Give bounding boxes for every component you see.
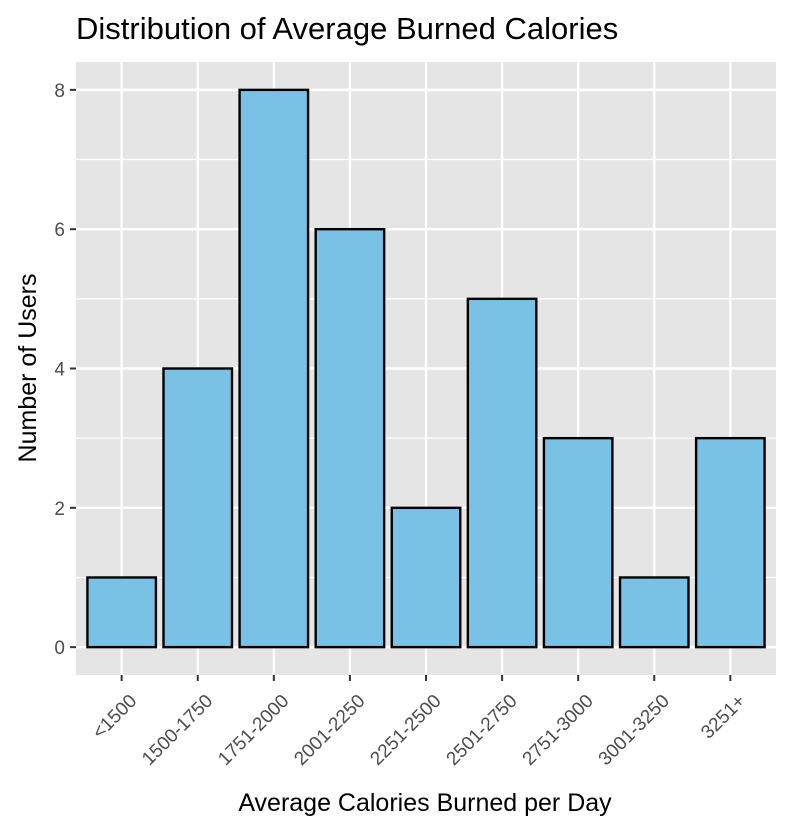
x-tick-label: 2251-2500 [366, 691, 445, 770]
y-tick-label: 2 [54, 499, 65, 520]
x-axis: <15001500-17501751-20002001-22502251-250… [89, 675, 750, 770]
y-tick-label: 0 [54, 638, 65, 659]
x-tick-label: 2501-2750 [443, 691, 522, 770]
bar [86, 576, 158, 649]
bar [390, 506, 462, 649]
y-tick-label: 6 [54, 220, 65, 241]
y-axis: 0 2 4 6 8 [54, 81, 76, 659]
y-tick-label: 4 [54, 360, 65, 381]
x-tick-label: 2001-2250 [290, 691, 369, 770]
bars [86, 88, 766, 649]
x-tick-label: 1500-1750 [138, 691, 217, 770]
bar [694, 436, 766, 649]
y-tick-label: 8 [54, 81, 65, 102]
x-tick-label: 1751-2000 [214, 691, 293, 770]
x-tick-label: 2751-3000 [519, 691, 598, 770]
x-tick-label: <1500 [89, 691, 142, 744]
bar [618, 576, 690, 649]
bar [466, 297, 538, 649]
bar [162, 367, 234, 649]
bar [542, 436, 614, 649]
bar [238, 88, 310, 649]
x-tick-label: 3001-3250 [595, 691, 674, 770]
y-axis-title: Number of Users [14, 274, 42, 463]
chart-title: Distribution of Average Burned Calories [76, 11, 618, 46]
bar [314, 227, 386, 649]
x-axis-title: Average Calories Burned per Day [238, 789, 612, 817]
x-tick-label: 3251+ [697, 691, 750, 744]
